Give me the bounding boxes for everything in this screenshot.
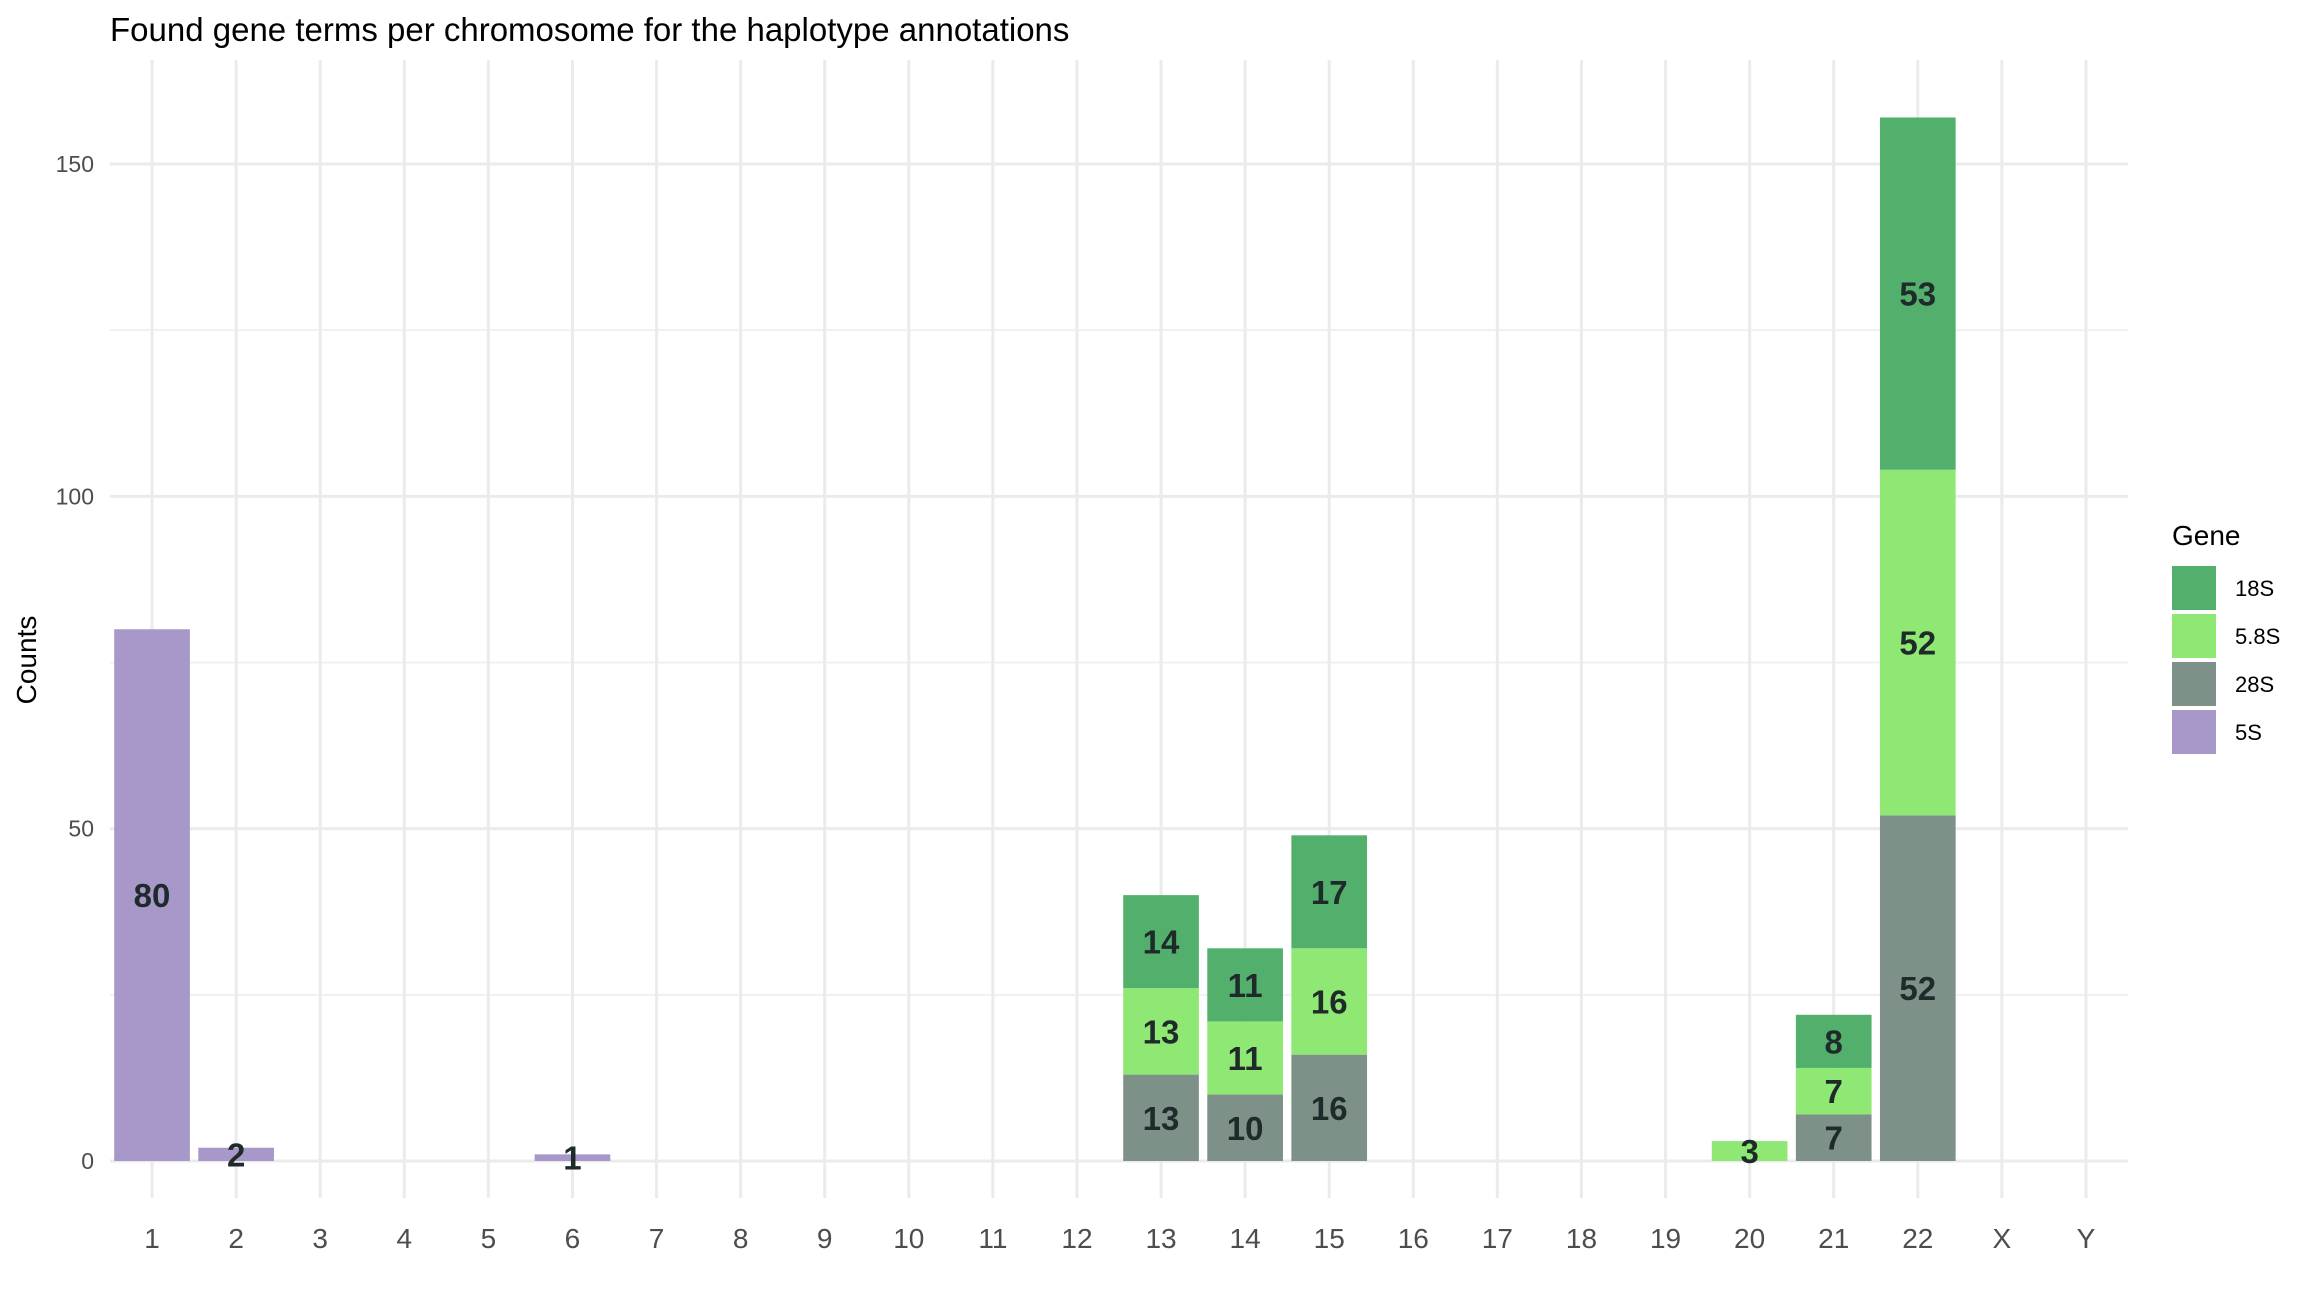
x-tick-label: 3 [312, 1223, 328, 1254]
data-label: 53 [1899, 276, 1936, 313]
y-tick-label: 50 [68, 816, 94, 842]
x-tick-label: 12 [1061, 1223, 1092, 1254]
x-tick-label: 5 [481, 1223, 497, 1254]
data-label: 17 [1311, 874, 1348, 911]
data-label: 2 [227, 1136, 245, 1173]
y-axis-ticks: 0 50 100 150 [56, 151, 94, 1174]
bar-segment-5S [114, 629, 190, 1161]
bar-segment-28S [1207, 1094, 1283, 1161]
data-label: 1 [563, 1140, 581, 1177]
data-label: 11 [1228, 967, 1263, 1004]
data-label: 8 [1825, 1023, 1843, 1060]
data-label: 13 [1143, 1100, 1180, 1137]
x-tick-label: 14 [1230, 1223, 1261, 1254]
y-tick-label: 150 [56, 151, 94, 177]
x-tick-label: 16 [1398, 1223, 1429, 1254]
legend-label: 5.8S [2235, 624, 2280, 649]
data-label: 52 [1899, 625, 1936, 662]
data-label: 52 [1899, 970, 1936, 1007]
x-tick-label: 22 [1902, 1223, 1933, 1254]
legend: Gene 18S 5.8S 28S 5S [2172, 520, 2280, 754]
bar-segment-5S [198, 1147, 274, 1161]
x-tick-label: 20 [1734, 1223, 1765, 1254]
bar-segment-18S [1291, 835, 1368, 949]
x-tick-label: X [1993, 1223, 2012, 1254]
y-tick-label: 0 [81, 1148, 94, 1174]
bar-segment-5.8S [1711, 1141, 1788, 1161]
data-label: 3 [1740, 1133, 1758, 1170]
bars [114, 117, 1956, 1161]
bar-segment-5.8S [1123, 988, 1199, 1075]
chart-title: Found gene terms per chromosome for the … [110, 11, 1069, 48]
data-label: 7 [1825, 1073, 1843, 1110]
legend-label: 18S [2235, 576, 2274, 601]
data-label: 7 [1825, 1120, 1843, 1157]
y-axis-label: Counts [11, 616, 42, 705]
x-axis-ticks: 1 2 3 4 5 6 7 8 9 10 11 12 13 14 15 16 17 18 19 20 21 22 X Y [144, 1223, 2095, 1254]
bar-segment-18S [1879, 117, 1956, 470]
data-label: 16 [1311, 1090, 1348, 1127]
bar-segment-5.8S [1879, 469, 1956, 816]
x-tick-label: 15 [1314, 1223, 1345, 1254]
bar-segment-28S [1879, 815, 1956, 1161]
x-tick-label: 19 [1650, 1223, 1681, 1254]
data-label: 10 [1227, 1110, 1264, 1147]
bar-segment-28S [1291, 1054, 1368, 1161]
data-label: 11 [1228, 1040, 1263, 1077]
x-tick-label: 21 [1818, 1223, 1849, 1254]
legend-swatch-5S [2172, 710, 2216, 754]
x-tick-label: 1 [144, 1223, 160, 1254]
bar-segment-5S [534, 1154, 611, 1161]
legend-label: 5S [2235, 720, 2262, 745]
legend-swatch-5.8S [2172, 614, 2216, 658]
x-tick-label: 7 [649, 1223, 665, 1254]
bar-segment-18S [1207, 948, 1283, 1022]
bar-segment-5.8S [1291, 948, 1368, 1055]
data-label: 16 [1311, 983, 1348, 1020]
x-tick-label: 11 [978, 1223, 1007, 1254]
bar-segment-28S [1795, 1114, 1872, 1161]
data-label: 13 [1143, 1013, 1180, 1050]
data-label: 80 [134, 877, 171, 914]
x-tick-label: 8 [733, 1223, 749, 1254]
x-tick-label: 10 [893, 1223, 924, 1254]
bar-segment-18S [1795, 1014, 1872, 1068]
y-tick-label: 100 [56, 483, 94, 509]
data-label: 14 [1143, 924, 1180, 961]
data-labels: 80 2 1 13 13 14 10 11 11 16 16 17 3 7 7 8 52 52 53 [134, 276, 1936, 1177]
x-tick-label: 6 [565, 1223, 581, 1254]
bar-segment-18S [1123, 895, 1199, 989]
bar-segment-5.8S [1795, 1067, 1872, 1115]
legend-label: 28S [2235, 672, 2274, 697]
x-tick-label: 9 [817, 1223, 833, 1254]
bar-segment-28S [1123, 1074, 1199, 1161]
bar-segment-5.8S [1207, 1021, 1283, 1095]
x-tick-label: 2 [228, 1223, 244, 1254]
x-tick-label: 17 [1482, 1223, 1513, 1254]
x-tick-label: 13 [1145, 1223, 1176, 1254]
legend-swatch-18S [2172, 566, 2216, 610]
x-tick-label: 4 [397, 1223, 413, 1254]
x-tick-label: Y [2077, 1223, 2096, 1254]
x-tick-label: 18 [1566, 1223, 1597, 1254]
legend-swatch-28S [2172, 662, 2216, 706]
legend-title: Gene [2172, 520, 2241, 551]
